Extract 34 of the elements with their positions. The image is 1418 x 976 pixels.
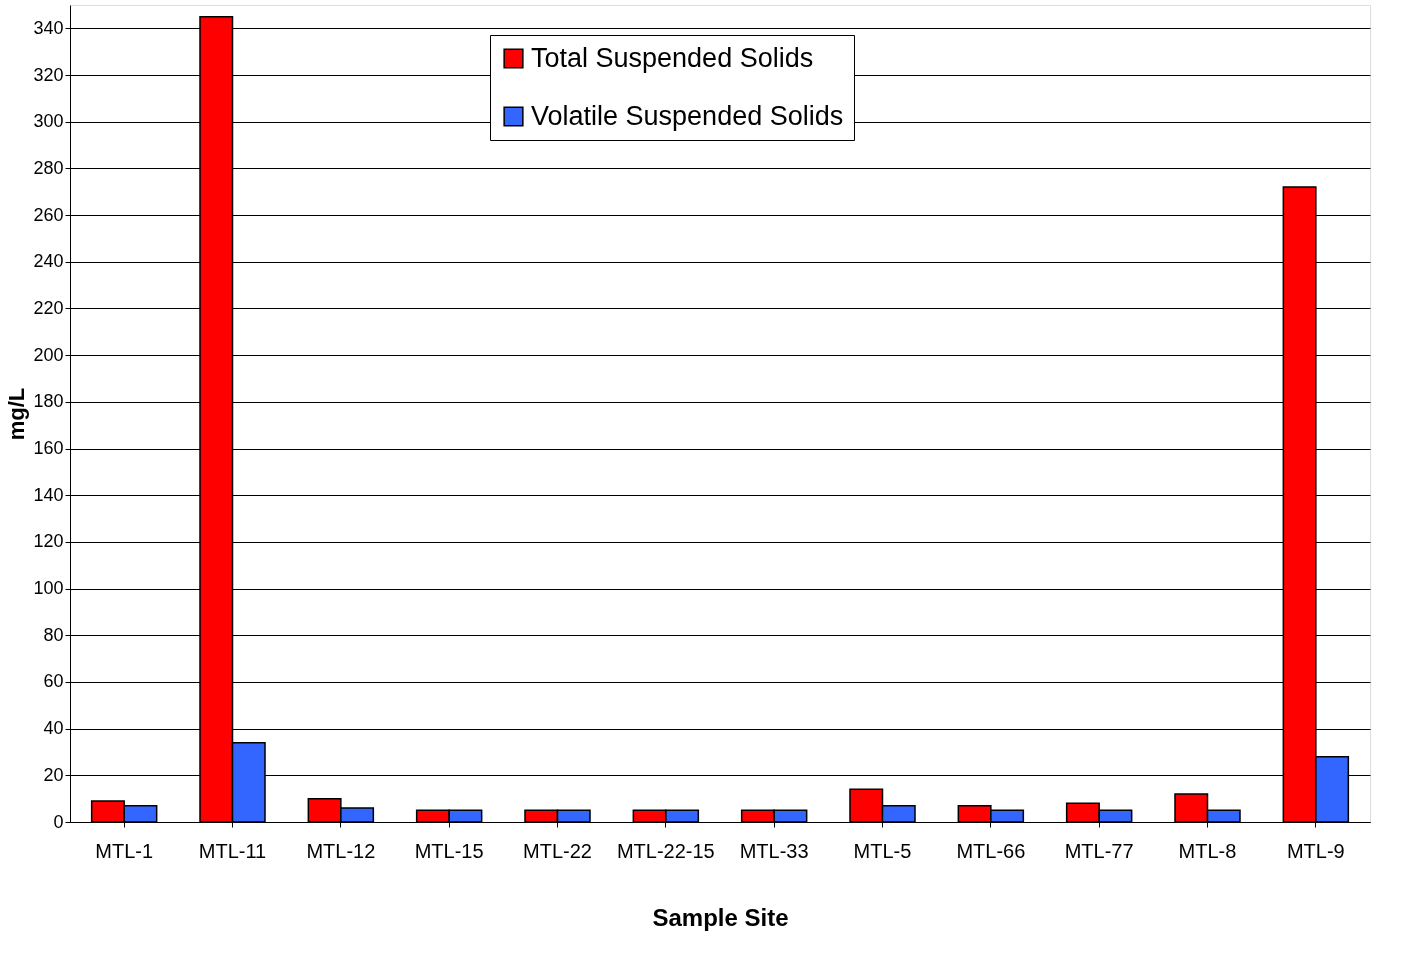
y-tick-label: 120 xyxy=(33,531,64,552)
legend-label: Total Suspended Solids xyxy=(531,42,814,73)
x-tick-label: MTL-12 xyxy=(306,839,376,862)
y-axis-title: mg/L xyxy=(4,387,30,441)
x-tick-label: MTL-15 xyxy=(414,839,484,862)
y-tick-label: 300 xyxy=(33,111,64,132)
x-tick-label: MTL-11 xyxy=(198,839,267,862)
x-tick-label: MTL-9 xyxy=(1286,839,1345,862)
x-tick-label: MTL-8 xyxy=(1178,839,1237,862)
y-tick-label: 140 xyxy=(33,484,64,505)
y-tick-label: 200 xyxy=(33,344,64,365)
y-tick-label: 320 xyxy=(33,64,64,85)
x-tick-label: MTL-33 xyxy=(739,839,809,862)
x-tick-label: MTL-22 xyxy=(523,839,592,862)
y-tick-label: 40 xyxy=(43,718,64,739)
x-tick-label: MTL-22-15 xyxy=(616,839,715,862)
y-tick-label: 220 xyxy=(33,297,64,318)
x-tick-label: MTL-77 xyxy=(1064,839,1134,862)
y-tick-label: 340 xyxy=(33,17,64,38)
y-tick-label: 20 xyxy=(43,764,64,785)
y-tick-label: 160 xyxy=(33,438,64,459)
x-tick-label: MTL-5 xyxy=(853,839,912,862)
x-tick-label: MTL-66 xyxy=(956,839,1026,862)
y-tick-label: 80 xyxy=(43,624,64,645)
y-tick-label: 100 xyxy=(33,578,64,599)
y-tick-label: 0 xyxy=(53,811,64,832)
legend-label: Volatile Suspended Solids xyxy=(531,100,844,131)
y-tick-label: 60 xyxy=(43,671,64,692)
x-axis-title: Sample Site xyxy=(652,903,789,931)
y-tick-label: 240 xyxy=(33,251,64,272)
y-tick-label: 180 xyxy=(33,391,64,412)
y-tick-label: 260 xyxy=(33,204,64,225)
x-tick-label: MTL-1 xyxy=(95,839,154,862)
y-tick-label: 280 xyxy=(33,157,64,178)
